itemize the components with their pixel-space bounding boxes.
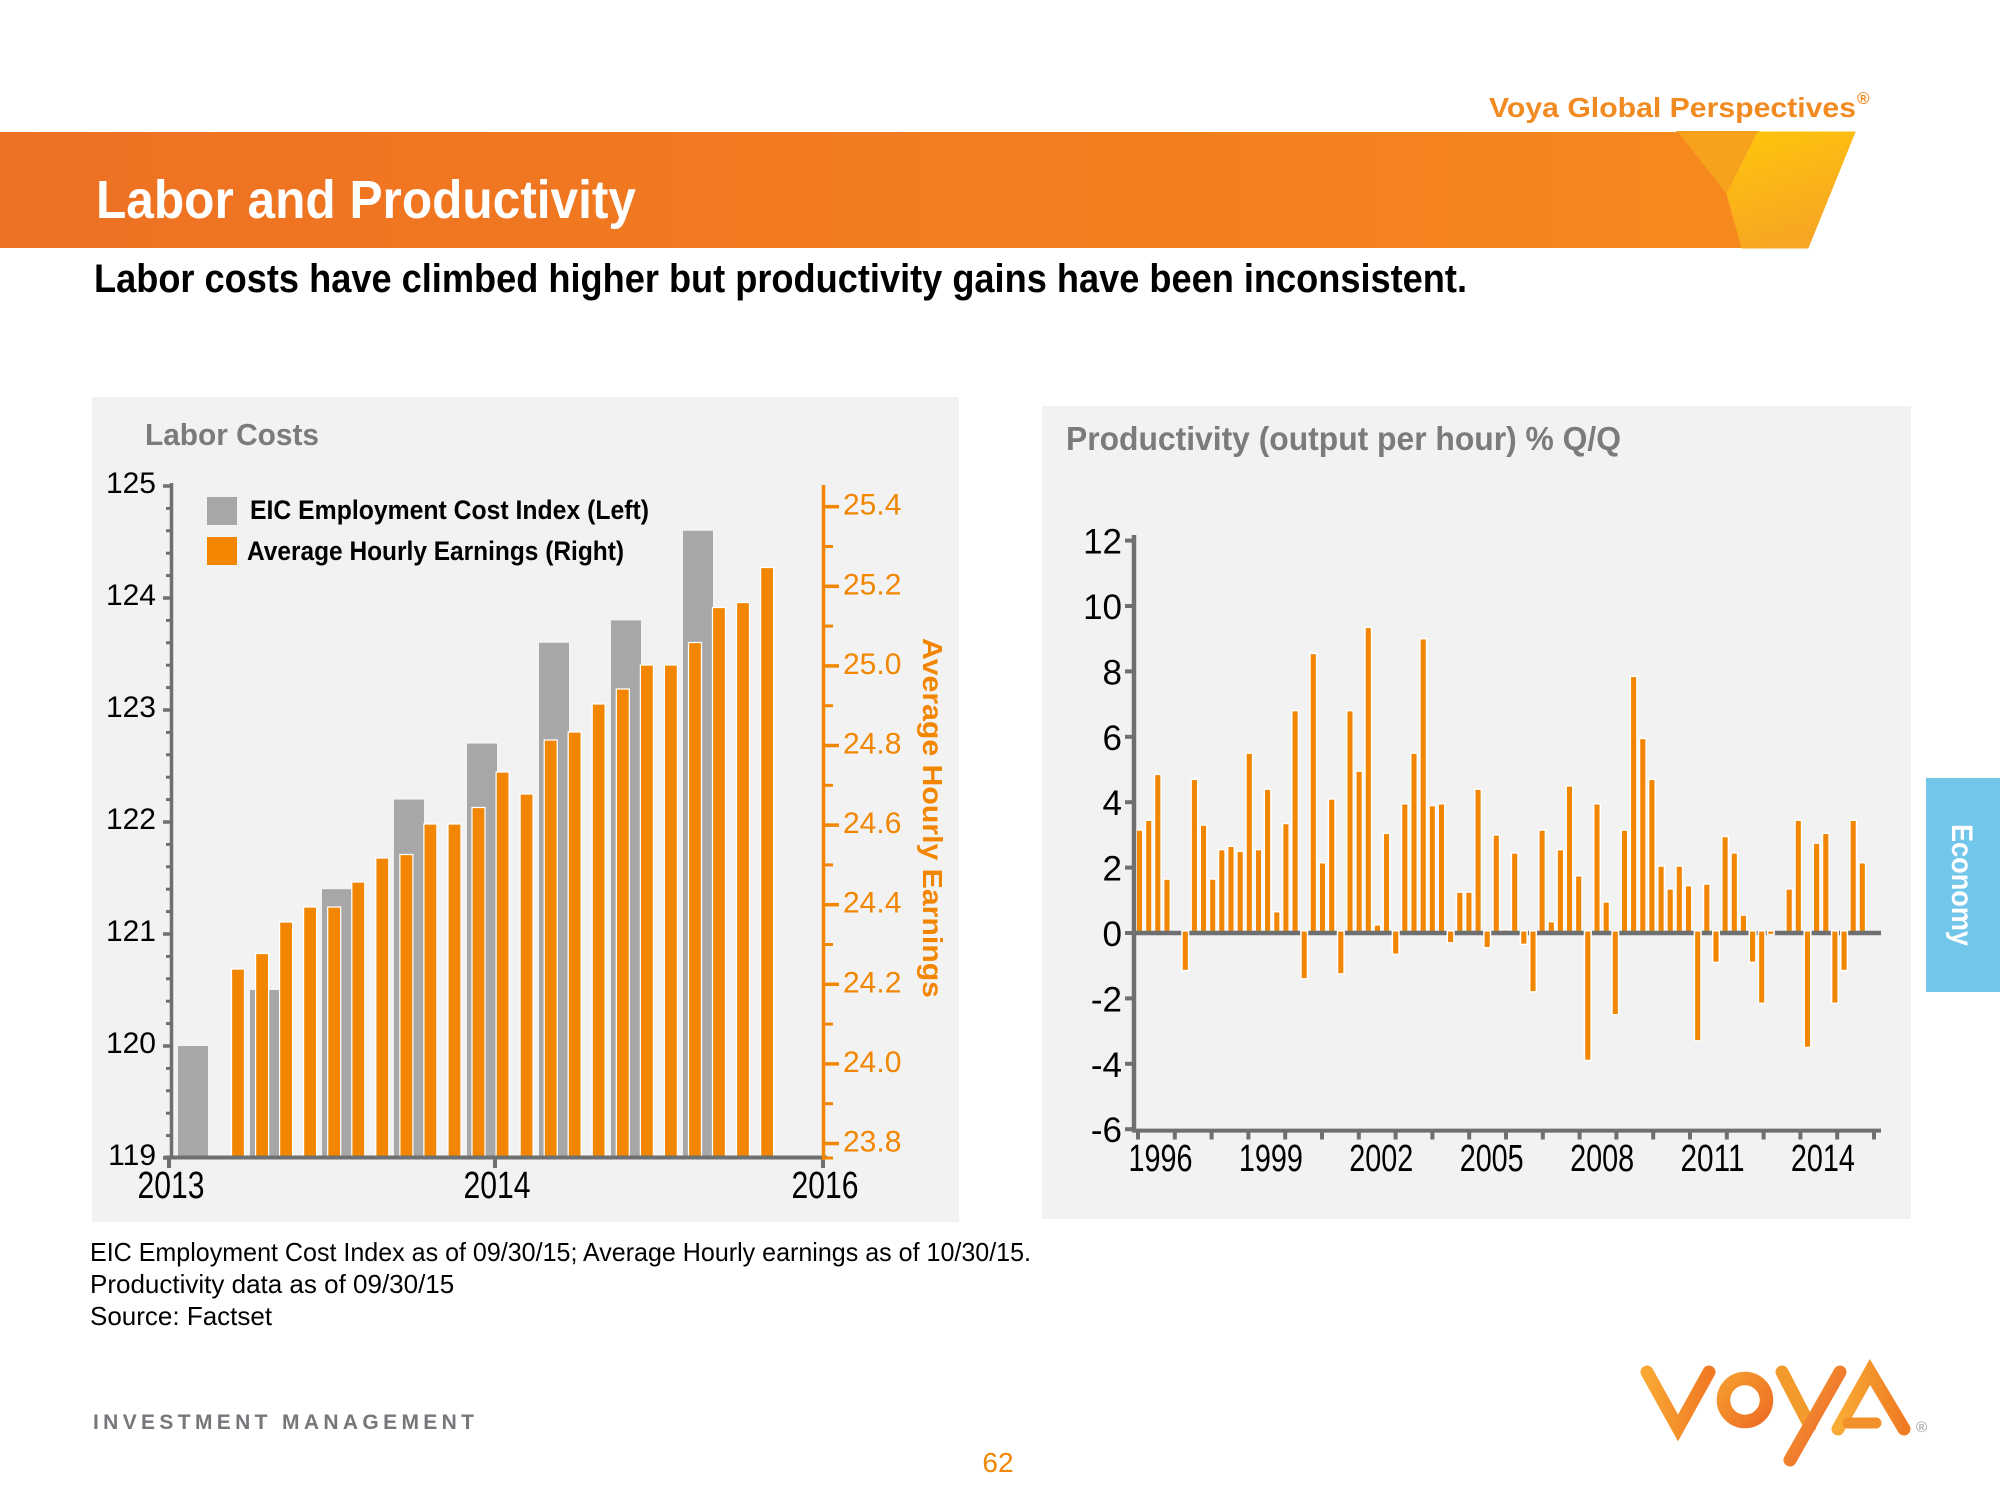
svg-text:123: 123 xyxy=(106,691,156,724)
svg-text:Source: Factset: Source: Factset xyxy=(90,1301,273,1331)
svg-text:Labor Costs: Labor Costs xyxy=(145,418,319,452)
svg-text:122: 122 xyxy=(106,803,156,836)
svg-text:121: 121 xyxy=(106,915,156,948)
svg-text:®: ® xyxy=(1857,89,1870,108)
svg-text:25.4: 25.4 xyxy=(843,489,901,522)
svg-text:10: 10 xyxy=(1083,588,1122,627)
svg-text:23.8: 23.8 xyxy=(843,1126,901,1159)
svg-text:Productivity data as of 09/30/: Productivity data as of 09/30/15 xyxy=(90,1269,454,1299)
svg-text:EIC Employment Cost Index (Lef: EIC Employment Cost Index (Left) xyxy=(250,495,649,525)
svg-text:120: 120 xyxy=(106,1027,156,1060)
svg-text:1999: 1999 xyxy=(1239,1138,1303,1180)
svg-text:125: 125 xyxy=(106,467,156,500)
svg-text:INVESTMENT MANAGEMENT: INVESTMENT MANAGEMENT xyxy=(93,1411,474,1434)
svg-text:1996: 1996 xyxy=(1129,1138,1193,1180)
svg-text:2011: 2011 xyxy=(1681,1138,1745,1180)
svg-text:®: ® xyxy=(1916,1419,1927,1436)
svg-text:8: 8 xyxy=(1103,653,1122,692)
svg-text:24.8: 24.8 xyxy=(843,728,901,761)
svg-text:Labor and Productivity: Labor and Productivity xyxy=(96,170,636,230)
svg-text:Average Hourly Earnings: Average Hourly Earnings xyxy=(917,638,948,998)
svg-text:24.6: 24.6 xyxy=(843,807,901,840)
svg-text:4: 4 xyxy=(1103,784,1122,823)
svg-text:Labor costs have climbed highe: Labor costs have climbed higher but prod… xyxy=(94,257,1467,301)
svg-text:2008: 2008 xyxy=(1570,1138,1634,1180)
svg-text:-4: -4 xyxy=(1091,1046,1122,1085)
svg-text:EIC Employment Cost Index as o: EIC Employment Cost Index as of 09/30/15… xyxy=(90,1237,1031,1267)
svg-text:2016: 2016 xyxy=(792,1165,859,1207)
svg-text:24.2: 24.2 xyxy=(843,966,901,999)
svg-text:Productivity (output per hour): Productivity (output per hour) % Q/Q xyxy=(1066,420,1621,457)
svg-text:2: 2 xyxy=(1103,850,1122,889)
svg-text:-6: -6 xyxy=(1091,1111,1122,1150)
svg-text:2014: 2014 xyxy=(464,1165,531,1207)
svg-text:24.0: 24.0 xyxy=(843,1046,901,1079)
svg-text:Economy: Economy xyxy=(1945,824,1978,946)
svg-text:0: 0 xyxy=(1103,915,1122,954)
svg-text:62: 62 xyxy=(982,1447,1013,1478)
svg-text:-2: -2 xyxy=(1091,980,1122,1019)
svg-text:25.0: 25.0 xyxy=(843,648,901,681)
svg-text:Voya Global Perspectives: Voya Global Perspectives xyxy=(1489,92,1856,123)
svg-text:6: 6 xyxy=(1103,719,1122,758)
svg-text:119: 119 xyxy=(108,1139,156,1172)
svg-text:Average Hourly Earnings (Right: Average Hourly Earnings (Right) xyxy=(247,536,624,566)
svg-text:24.4: 24.4 xyxy=(843,887,901,920)
svg-text:2013: 2013 xyxy=(138,1165,205,1207)
svg-text:2002: 2002 xyxy=(1349,1138,1413,1180)
svg-text:12: 12 xyxy=(1083,523,1122,562)
svg-text:25.2: 25.2 xyxy=(843,568,901,601)
svg-text:2005: 2005 xyxy=(1460,1138,1524,1180)
svg-text:124: 124 xyxy=(106,579,156,612)
svg-text:2014: 2014 xyxy=(1791,1138,1855,1180)
